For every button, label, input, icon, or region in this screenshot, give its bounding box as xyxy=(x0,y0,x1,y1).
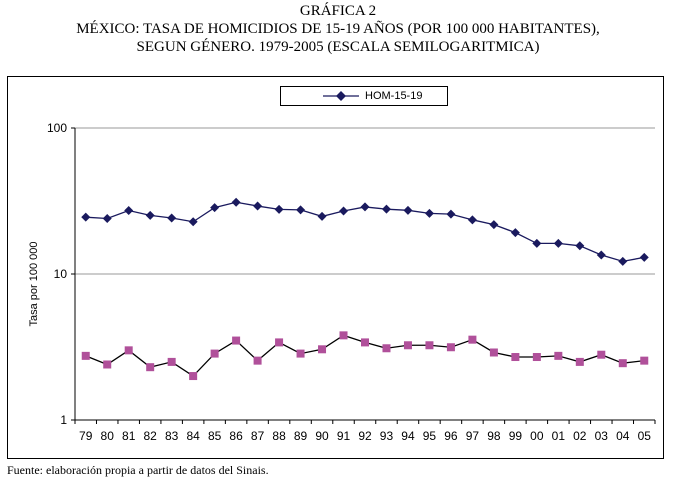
x-tick-label-05: 05 xyxy=(638,429,652,443)
data-point-hom-15-19-79 xyxy=(81,212,91,222)
x-tick-label-80: 80 xyxy=(101,429,115,443)
data-point-hom-15-19-00 xyxy=(532,238,542,248)
data-point-hom-15-19-89 xyxy=(296,205,306,215)
data-point-hom-15-19-97 xyxy=(467,215,477,225)
data-point-hom-15-19-88 xyxy=(274,204,284,214)
data-point-series-2-94 xyxy=(403,341,412,350)
x-tick-label-83: 83 xyxy=(165,429,179,443)
x-tick-label-90: 90 xyxy=(315,429,329,443)
x-tick-label-85: 85 xyxy=(208,429,222,443)
data-point-series-2-89 xyxy=(296,349,305,358)
data-point-hom-15-19-04 xyxy=(618,256,628,266)
x-tick-label-92: 92 xyxy=(358,429,372,443)
data-point-series-2-83 xyxy=(167,357,176,366)
data-point-hom-15-19-81 xyxy=(124,206,134,216)
data-point-hom-15-19-84 xyxy=(188,217,198,227)
y-tick-label-1: 1 xyxy=(60,413,67,427)
data-point-series-2-81 xyxy=(124,346,133,355)
source-note: Fuente: elaboración propia a partir de d… xyxy=(7,463,269,477)
data-point-series-2-80 xyxy=(103,360,112,369)
data-point-hom-15-19-94 xyxy=(403,205,413,215)
x-tick-label-04: 04 xyxy=(616,429,630,443)
data-point-hom-15-19-80 xyxy=(102,213,112,223)
data-point-hom-15-19-85 xyxy=(210,203,220,213)
x-tick-label-84: 84 xyxy=(186,429,200,443)
data-point-series-2-97 xyxy=(468,335,477,344)
x-tick-label-79: 79 xyxy=(79,429,93,443)
data-point-hom-15-19-01 xyxy=(553,238,563,248)
x-tick-label-86: 86 xyxy=(229,429,243,443)
chart-title-line-2: MÉXICO: TASA DE HOMICIDIOS DE 15-19 AÑOS… xyxy=(76,21,600,37)
x-tick-label-95: 95 xyxy=(423,429,437,443)
data-point-hom-15-19-92 xyxy=(360,202,370,212)
y-axis-title: Tasa por 100 000 xyxy=(28,241,40,326)
data-point-series-2-93 xyxy=(382,344,391,353)
chart-legend: HOM-15-19 xyxy=(280,86,448,106)
data-point-series-2-99 xyxy=(511,353,520,362)
data-point-hom-15-19-95 xyxy=(424,208,434,218)
x-tick-label-99: 99 xyxy=(509,429,523,443)
x-tick-label-82: 82 xyxy=(144,429,158,443)
legend-label-hom-15-19: HOM-15-19 xyxy=(365,90,423,102)
data-point-hom-15-19-99 xyxy=(510,228,520,238)
data-point-series-2-90 xyxy=(318,345,327,354)
data-point-hom-15-19-03 xyxy=(596,250,606,260)
x-tick-label-98: 98 xyxy=(487,429,501,443)
data-point-series-2-01 xyxy=(554,351,563,360)
x-tick-label-00: 00 xyxy=(530,429,544,443)
x-tick-label-91: 91 xyxy=(337,429,351,443)
data-point-series-2-82 xyxy=(146,363,155,372)
x-tick-label-03: 03 xyxy=(595,429,609,443)
data-point-series-2-02 xyxy=(575,357,584,366)
data-point-hom-15-19-98 xyxy=(489,220,499,230)
y-tick-label-100: 100 xyxy=(47,121,67,135)
x-tick-label-01: 01 xyxy=(552,429,566,443)
data-point-series-2-79 xyxy=(81,351,90,360)
x-tick-label-97: 97 xyxy=(466,429,480,443)
x-tick-label-87: 87 xyxy=(251,429,265,443)
data-point-hom-15-19-90 xyxy=(317,211,327,221)
data-point-series-2-00 xyxy=(532,353,541,362)
data-point-series-2-86 xyxy=(232,336,241,345)
x-tick-label-96: 96 xyxy=(444,429,458,443)
data-point-series-2-84 xyxy=(189,372,198,381)
x-tick-label-94: 94 xyxy=(401,429,415,443)
chart-title-line-3: SEGUN GÉNERO. 1979-2005 (ESCALA SEMILOGA… xyxy=(136,39,540,55)
data-point-series-2-85 xyxy=(210,349,219,358)
x-tick-label-89: 89 xyxy=(294,429,308,443)
data-point-hom-15-19-82 xyxy=(145,210,155,220)
data-point-hom-15-19-05 xyxy=(639,252,649,262)
data-point-series-2-91 xyxy=(339,331,348,340)
data-point-hom-15-19-96 xyxy=(446,209,456,219)
x-tick-label-88: 88 xyxy=(272,429,286,443)
data-point-series-2-98 xyxy=(489,348,498,357)
data-point-hom-15-19-93 xyxy=(381,204,391,214)
data-point-series-2-95 xyxy=(425,341,434,350)
data-point-hom-15-19-02 xyxy=(575,241,585,251)
data-point-series-2-88 xyxy=(275,338,284,347)
data-point-hom-15-19-86 xyxy=(231,197,241,207)
data-point-series-2-87 xyxy=(253,356,262,365)
chart-frame xyxy=(7,76,664,459)
data-point-series-2-96 xyxy=(446,343,455,352)
x-tick-label-93: 93 xyxy=(380,429,394,443)
legend-swatch-hom-15-19 xyxy=(323,91,359,101)
data-point-series-2-04 xyxy=(618,359,627,368)
data-point-hom-15-19-91 xyxy=(339,206,349,216)
data-point-series-2-03 xyxy=(597,350,606,359)
data-point-series-2-05 xyxy=(640,356,649,365)
data-point-series-2-92 xyxy=(361,338,369,347)
x-tick-label-02: 02 xyxy=(573,429,587,443)
data-point-hom-15-19-87 xyxy=(253,201,263,211)
data-point-hom-15-19-83 xyxy=(167,213,177,223)
x-tick-label-81: 81 xyxy=(122,429,136,443)
chart-title-line-1: GRÁFICA 2 xyxy=(299,3,377,19)
y-tick-label-10: 10 xyxy=(54,267,68,281)
